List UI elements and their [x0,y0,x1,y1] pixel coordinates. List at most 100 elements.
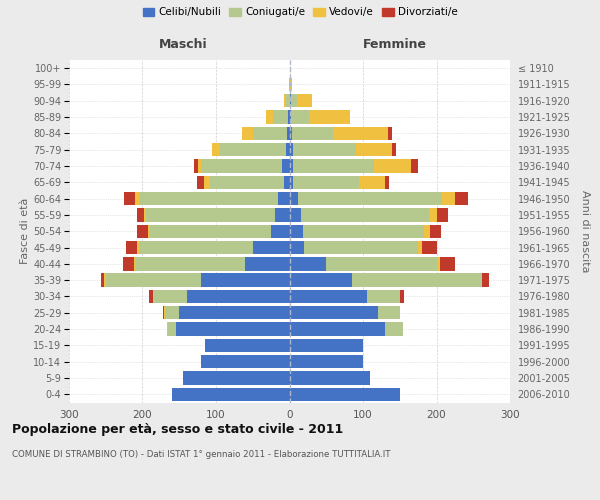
Bar [146,208,275,222]
Bar [290,143,293,156]
Bar [139,192,278,205]
Legend: Celibi/Nubili, Coniugati/e, Vedovi/e, Divorziati/e: Celibi/Nubili, Coniugati/e, Vedovi/e, Di… [140,5,460,20]
Bar [290,192,298,205]
Bar [293,160,374,172]
Bar [290,388,400,401]
Bar [205,338,290,352]
Bar [154,290,187,303]
Bar [194,160,197,172]
Bar [290,126,292,140]
Bar [290,355,363,368]
Bar [290,257,326,270]
Text: COMUNE DI STRAMBINO (TO) - Dati ISTAT 1° gennaio 2011 - Elaborazione TUTTITALIA.: COMUNE DI STRAMBINO (TO) - Dati ISTAT 1°… [12,450,391,459]
Bar [202,355,290,368]
Bar [106,274,202,287]
Bar [352,274,481,287]
Bar [202,274,290,287]
Bar [290,322,385,336]
Bar [422,241,437,254]
Bar [271,224,290,238]
Bar [367,290,400,303]
Bar [201,160,282,172]
Bar [197,160,202,172]
Bar [187,290,290,303]
Bar [429,208,437,222]
Bar [286,94,290,108]
Bar [291,110,310,124]
Bar [442,192,455,205]
Bar [388,126,392,140]
Bar [197,176,204,189]
Bar [290,94,291,108]
Bar [245,257,290,270]
Bar [290,160,293,172]
Bar [274,110,288,124]
Bar [359,176,385,189]
Bar [204,176,210,189]
Bar [289,78,290,91]
Bar [333,126,388,140]
Y-axis label: Fasce di età: Fasce di età [20,198,30,264]
Bar [292,126,333,140]
Bar [286,143,290,156]
Bar [290,208,301,222]
Bar [253,241,290,254]
Bar [304,241,418,254]
Bar [291,94,297,108]
Bar [220,143,286,156]
Bar [418,241,422,254]
Bar [284,176,290,189]
Bar [137,241,139,254]
Bar [210,176,284,189]
Bar [290,176,293,189]
Bar [149,290,153,303]
Bar [290,110,291,124]
Bar [135,257,245,270]
Bar [293,176,359,189]
Y-axis label: Anni di nascita: Anni di nascita [580,190,590,272]
Bar [374,160,411,172]
Bar [290,338,363,352]
Bar [242,126,253,140]
Bar [167,322,168,336]
Bar [437,257,440,270]
Bar [385,322,403,336]
Bar [176,322,290,336]
Bar [424,224,430,238]
Bar [282,160,290,172]
Bar [400,290,404,303]
Bar [297,94,311,108]
Bar [455,192,468,205]
Bar [153,290,154,303]
Bar [122,257,134,270]
Bar [127,241,137,254]
Bar [101,274,104,287]
Bar [290,372,370,384]
Bar [356,143,392,156]
Bar [290,274,352,287]
Bar [378,306,400,320]
Bar [298,192,442,205]
Bar [135,192,139,205]
Bar [172,388,290,401]
Bar [481,274,482,287]
Bar [253,126,287,140]
Bar [293,143,356,156]
Bar [168,322,176,336]
Bar [482,274,490,287]
Bar [440,257,455,270]
Bar [179,306,290,320]
Bar [310,110,350,124]
Bar [411,160,418,172]
Bar [183,372,290,384]
Bar [290,306,378,320]
Bar [284,94,286,108]
Bar [275,208,290,222]
Bar [290,241,304,254]
Bar [134,257,135,270]
Text: Femmine: Femmine [364,38,427,52]
Bar [303,224,424,238]
Bar [266,110,274,124]
Bar [437,208,448,222]
Bar [137,224,148,238]
